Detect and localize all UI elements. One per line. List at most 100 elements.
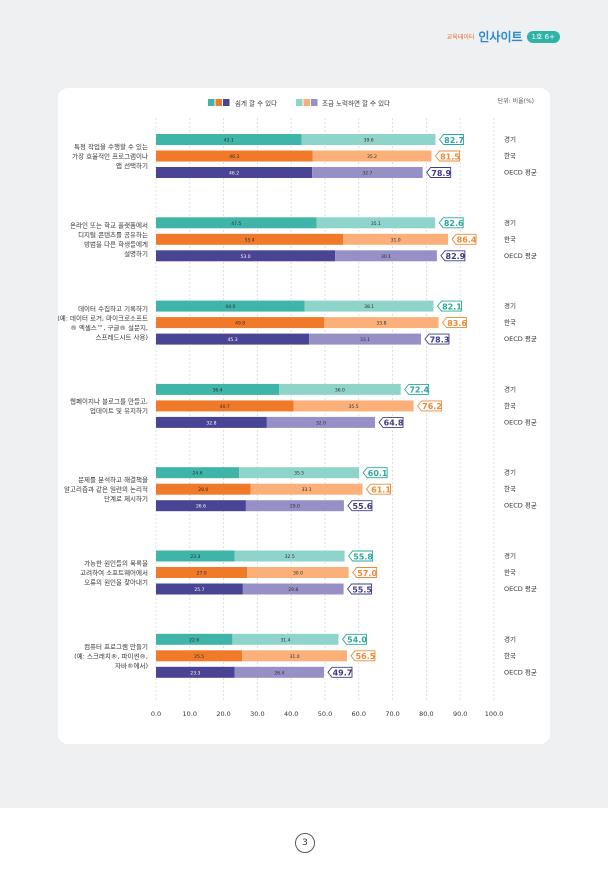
bar-value-effort: 26.4 bbox=[274, 670, 284, 676]
category-label: 방법을 다른 학생들에게 bbox=[84, 240, 148, 249]
bar-value-easy: 22.6 bbox=[189, 637, 199, 643]
series-label: OECD 평균 bbox=[504, 334, 537, 343]
category-label: 스프레드시트 사용) bbox=[96, 332, 148, 341]
page-number: 3 bbox=[295, 833, 315, 853]
bar-segment-easy bbox=[156, 233, 344, 245]
brand-title: 인사이트 bbox=[478, 30, 523, 44]
total-callout bbox=[362, 467, 388, 479]
series-label: 한국 bbox=[504, 652, 516, 660]
bar-value-easy: 26.6 bbox=[196, 504, 206, 510]
bar-value-easy: 53.0 bbox=[241, 254, 251, 260]
bar-segment-effort bbox=[343, 233, 449, 245]
bar-value-effort: 30.0 bbox=[293, 571, 303, 577]
chart-card: 0.0 10.0 20.0 30.0 40.0 50.0 60.0 70.0 80.0 90.0 1… bbox=[57, 88, 550, 744]
series-label: OECD 평균 bbox=[504, 417, 537, 426]
bar-value-effort: 38.1 bbox=[364, 304, 374, 310]
bar-value-effort: 31.0 bbox=[391, 237, 401, 243]
bar-segment-effort bbox=[239, 467, 360, 479]
x-tick-label: 80.0 bbox=[419, 710, 433, 718]
total-callout bbox=[327, 666, 353, 678]
bar-segment-effort bbox=[266, 416, 376, 428]
category-label: 알고리즘과 같은 일련의 논리적 bbox=[64, 485, 148, 494]
category-label: (예: 데이터 로거, 마이크로소프트 bbox=[58, 313, 148, 322]
bar-total-label: 76.2 bbox=[422, 402, 442, 411]
x-tick-label: 90.0 bbox=[453, 710, 467, 718]
bar-value-effort: 39.6 bbox=[364, 138, 374, 144]
legend-swatch-easy bbox=[208, 99, 215, 106]
series-label: 한국 bbox=[504, 235, 516, 243]
brand-small-text: 교육데이터 bbox=[446, 34, 475, 41]
bar-segment-easy bbox=[156, 150, 313, 162]
series-label: 한국 bbox=[504, 152, 516, 160]
legend-swatch-effort bbox=[303, 99, 310, 106]
category-label: 컴퓨터 프로그램 만들기 bbox=[84, 642, 148, 651]
total-callout bbox=[348, 550, 374, 562]
x-tick-label: 40.0 bbox=[284, 710, 298, 718]
bar-segment-effort bbox=[242, 650, 347, 662]
x-tick-label: 60.0 bbox=[352, 710, 366, 718]
bar-total-label: 60.1 bbox=[368, 469, 388, 478]
bar-segment-easy bbox=[156, 483, 251, 495]
legend-swatch-easy bbox=[223, 99, 230, 106]
series-label: 한국 bbox=[504, 402, 516, 410]
category-label: 고려하여 소프트웨어에서 bbox=[80, 568, 148, 577]
bar-segment-effort bbox=[304, 300, 434, 312]
bar-segment-easy bbox=[156, 583, 243, 595]
total-callout bbox=[436, 300, 462, 312]
legend-swatch-easy bbox=[215, 99, 222, 106]
bar-segment-effort bbox=[312, 167, 423, 178]
category-label: 문제를 분석하고 해결책을 bbox=[78, 475, 148, 484]
x-tick-label: 30.0 bbox=[250, 710, 264, 718]
x-tick-label: 0.0 bbox=[151, 710, 161, 718]
bar-value-effort: 35.5 bbox=[349, 404, 359, 410]
bar-segment-effort bbox=[234, 666, 324, 678]
series-label: 경기 bbox=[504, 384, 516, 393]
bar-value-effort: 32.0 bbox=[316, 420, 326, 426]
bar-segment-effort bbox=[316, 217, 436, 229]
bar-segment-effort bbox=[250, 483, 363, 495]
category-label: 오류의 원인을 찾아내기 bbox=[84, 578, 148, 587]
bar-total-label: 82.9 bbox=[446, 252, 466, 261]
bar-segment-effort bbox=[247, 567, 349, 578]
total-callout bbox=[426, 167, 452, 178]
bar-value-easy: 43.1 bbox=[224, 138, 234, 144]
bar-total-label: 54.0 bbox=[347, 636, 367, 645]
bar-segment-easy bbox=[156, 167, 313, 178]
bar-segment-effort bbox=[245, 500, 344, 512]
bar-segment-easy bbox=[156, 300, 305, 312]
bar-value-easy: 55.4 bbox=[245, 237, 255, 243]
bar-segment-easy bbox=[156, 217, 317, 229]
series-label: 경기 bbox=[504, 468, 516, 477]
bar-total-label: 82.7 bbox=[444, 136, 464, 145]
bar-segment-easy bbox=[156, 134, 302, 145]
bar-value-effort: 31.0 bbox=[290, 654, 300, 660]
bar-segment-effort bbox=[293, 400, 414, 412]
bar-segment-easy bbox=[156, 633, 233, 645]
bar-value-easy: 27.0 bbox=[197, 571, 207, 577]
bar-value-easy: 44.0 bbox=[225, 304, 235, 310]
bar-total-label: 57.0 bbox=[357, 569, 377, 578]
total-callout bbox=[404, 383, 430, 395]
legend-swatch-effort bbox=[296, 99, 303, 106]
x-tick-label: 50.0 bbox=[318, 710, 332, 718]
series-label: 경기 bbox=[504, 218, 516, 227]
bar-total-label: 82.1 bbox=[442, 302, 462, 311]
bar-segment-easy bbox=[156, 650, 243, 662]
bar-value-effort: 35.5 bbox=[294, 471, 304, 477]
bar-value-easy: 49.8 bbox=[235, 321, 245, 327]
bar-value-easy: 23.3 bbox=[190, 554, 200, 560]
legend-label-effort: 조금 노력하면 할 수 있다 bbox=[322, 99, 390, 108]
series-label: OECD 평균 bbox=[504, 501, 537, 510]
bar-total-label: 86.4 bbox=[457, 236, 477, 245]
bar-value-easy: 25.7 bbox=[194, 587, 204, 593]
bar-value-easy: 24.6 bbox=[193, 471, 203, 477]
legend-label-easy: 쉽게 할 수 있다 bbox=[235, 99, 277, 108]
category-label: 자바®에서) bbox=[115, 661, 148, 670]
category-label: 디지털 콘텐츠를 공유하는 bbox=[78, 230, 148, 239]
bar-total-label: 83.6 bbox=[447, 319, 467, 328]
bar-total-label: 61.1 bbox=[371, 486, 391, 495]
total-callout bbox=[341, 633, 367, 645]
bar-total-label: 55.5 bbox=[352, 585, 372, 594]
bar-value-effort: 29.0 bbox=[290, 504, 300, 510]
bar-value-easy: 36.4 bbox=[213, 387, 223, 393]
